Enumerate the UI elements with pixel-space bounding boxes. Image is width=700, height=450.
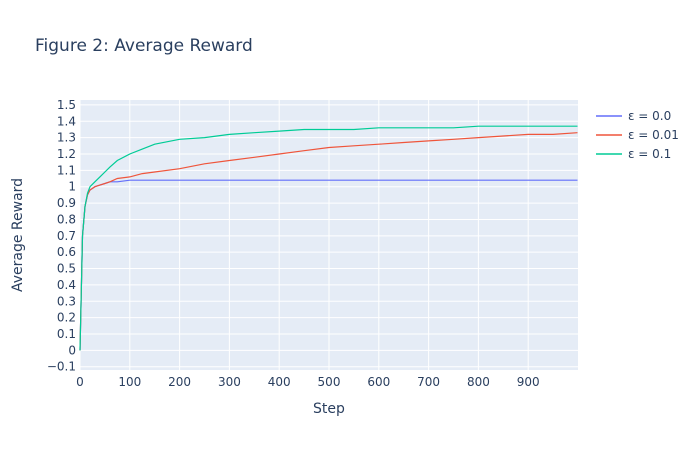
x-tick-label: 800 (467, 375, 490, 389)
legend-label: ε = 0.01 (628, 128, 679, 142)
x-tick-labels: 0 100 200 300 400 500 600 700 800 900 (76, 375, 539, 389)
x-tick-label: 600 (367, 375, 390, 389)
x-tick-label: 0 (76, 375, 84, 389)
x-tick-label: 500 (318, 375, 341, 389)
y-tick-label: 0.7 (57, 229, 76, 243)
y-tick-label: 0.6 (57, 245, 76, 259)
y-tick-label: 0.5 (57, 262, 76, 276)
y-tick-label: 0.4 (57, 278, 76, 292)
y-tick-label: 1.1 (57, 163, 76, 177)
x-tick-label: 700 (417, 375, 440, 389)
y-tick-labels: −0.1 0 0.1 0.2 0.3 0.4 0.5 0.6 0.7 0.8 0.9 1 1.1 1.2 1… (47, 98, 76, 374)
series-line-2 (79, 125, 578, 351)
y-tick-label: 1 (68, 180, 76, 194)
grid-lines (79, 100, 578, 370)
x-tick-label: 900 (517, 375, 540, 389)
x-tick-label: 400 (268, 375, 291, 389)
legend-item-2[interactable]: ε = 0.1 (596, 147, 671, 161)
y-tick-label: 0.3 (57, 294, 76, 308)
x-tick-label: 100 (118, 375, 141, 389)
legend-label: ε = 0.1 (628, 147, 671, 161)
series-lines (79, 125, 578, 351)
x-axis-title: Step (313, 401, 345, 417)
y-axis-title: Average Reward (10, 178, 26, 292)
y-tick-label: 1.4 (57, 114, 76, 128)
y-tick-label: 0.2 (57, 311, 76, 325)
legend[interactable]: ε = 0.0 ε = 0.01 ε = 0.1 (596, 109, 679, 161)
legend-label: ε = 0.0 (628, 109, 671, 123)
x-tick-label: 300 (218, 375, 241, 389)
y-tick-label: 0.1 (57, 327, 76, 341)
y-tick-label: 1.2 (57, 147, 76, 161)
y-tick-label: 1.3 (57, 131, 76, 145)
y-tick-label: 0 (68, 343, 76, 357)
legend-item-1[interactable]: ε = 0.01 (596, 128, 679, 142)
legend-item-0[interactable]: ε = 0.0 (596, 109, 671, 123)
x-tick-label: 200 (168, 375, 191, 389)
series-line-1 (79, 132, 578, 351)
y-tick-label: 0.9 (57, 196, 76, 210)
y-tick-label: 0.8 (57, 212, 76, 226)
y-tick-label: −0.1 (47, 360, 76, 374)
y-tick-label: 1.5 (57, 98, 76, 112)
chart-title: Figure 2: Average Reward (35, 36, 253, 56)
